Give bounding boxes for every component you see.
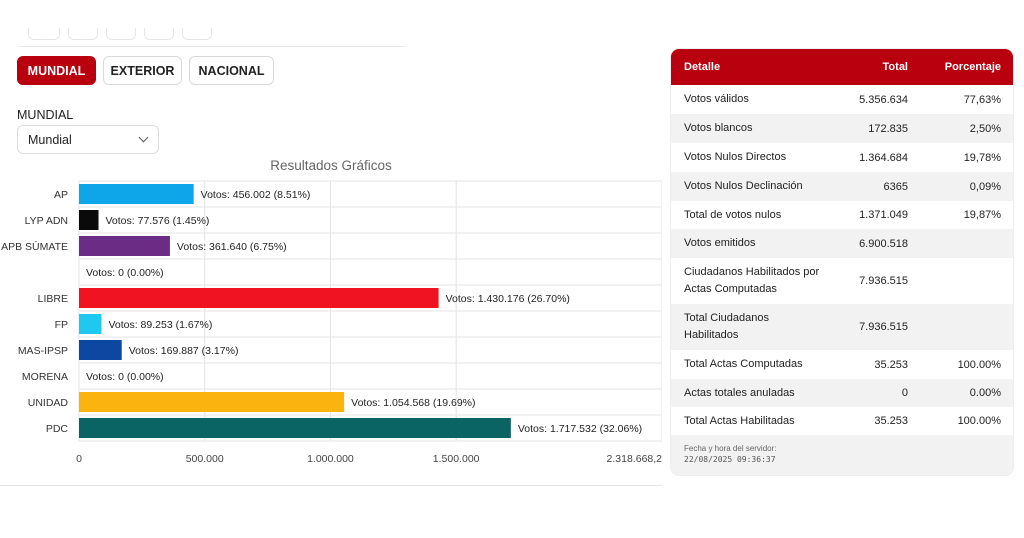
tick-label: 1.000.000	[307, 453, 354, 465]
cell-total: 5.356.634	[859, 93, 908, 106]
chevron-down-icon	[138, 132, 149, 143]
scope-select[interactable]: Mundial	[17, 125, 159, 154]
category-label: MORENA	[22, 371, 68, 383]
cell-total: 6.900.518	[859, 237, 908, 250]
table-row: Votos Nulos Declinación 6365 0,09%	[671, 172, 1013, 201]
data-label: Votos: 1.717.532 (32.06%)	[518, 423, 642, 435]
table-row: Total Ciudadanos Habilitados 7.936.515	[671, 304, 1013, 350]
bar	[79, 210, 99, 230]
category-label: FP	[55, 319, 68, 331]
header-detalle: Detalle	[684, 61, 721, 73]
cell-total: 35.253	[874, 415, 908, 427]
cell-total: 1.371.049	[859, 209, 908, 221]
cell-total: 1.364.684	[859, 151, 908, 164]
category-label: LIBRE	[38, 293, 68, 305]
top-control-fragment	[106, 28, 136, 40]
bar	[79, 392, 345, 412]
data-label: Votos: 0 (0.00%)	[86, 371, 164, 383]
bar	[79, 340, 122, 360]
cell-detalle: Actas totales anuladas	[684, 386, 795, 399]
top-control-fragment	[68, 28, 98, 40]
cell-total: 172.835	[868, 122, 908, 135]
results-detail-table: Detalle Total Porcentaje Votos válidos 5.…	[671, 49, 1013, 475]
cell-porcentaje: 19,87%	[963, 209, 1001, 221]
category-label: UNIDAD	[28, 397, 69, 409]
data-label: Votos: 77.576 (1.45%)	[106, 215, 210, 227]
table-row: Votos blancos 172.835 2,50%	[671, 114, 1013, 143]
category-label: PDC	[46, 423, 69, 435]
cell-detalle: Votos emitidos	[684, 237, 756, 249]
results-bar-chart: AP Votos: 456.002 (8.51%) LYP ADN Votos: 77…	[1, 180, 662, 465]
data-label: Votos: 0 (0.00%)	[86, 267, 164, 279]
table-header: Detalle Total Porcentaje	[671, 49, 1013, 85]
table-row: Total de votos nulos 1.371.049 19,87%	[671, 201, 1013, 229]
data-label: Votos: 456.002 (8.51%)	[201, 189, 311, 201]
cell-total: 0	[901, 387, 908, 399]
header-total: Total	[882, 61, 908, 73]
table-row: Votos Nulos Directos 1.364.684 19,78%	[671, 143, 1013, 172]
tab-nacional[interactable]: NACIONAL	[189, 56, 274, 85]
table-row: Total Actas Habilitadas 35.253 100.00%	[671, 407, 1013, 435]
bar	[79, 418, 511, 438]
cell-porcentaje: 2,50%	[969, 122, 1001, 135]
table-row: Votos emitidos 6.900.518	[671, 229, 1013, 258]
top-control-fragment	[182, 28, 212, 40]
data-label: Votos: 169.887 (3.17%)	[129, 345, 239, 357]
top-control-fragment	[28, 28, 60, 40]
table-body: Votos válidos 5.356.634 77,63% Votos blanco…	[671, 85, 1013, 435]
cell-detalle: Total de votos nulos	[684, 208, 782, 221]
tick-label: 2.318.668,2	[607, 453, 662, 465]
tab-exterior[interactable]: EXTERIOR	[103, 56, 182, 85]
header-porcentaje: Porcentaje	[944, 61, 1001, 73]
cell-detalle: Votos Nulos Directos	[684, 151, 787, 163]
server-timestamp: 22/08/2025 09:36:37	[684, 455, 776, 464]
cell-detalle: Total Ciudadanos Habilitados	[684, 312, 770, 341]
data-label: Votos: 89.253 (1.67%)	[108, 319, 212, 331]
bar	[79, 184, 194, 204]
tick-label: 1.500.000	[433, 453, 480, 465]
data-label: Votos: 1.054.568 (19.69%)	[351, 397, 475, 409]
cell-detalle: Votos blancos	[684, 122, 753, 134]
cell-detalle: Votos Nulos Declinación	[684, 180, 803, 192]
divider	[0, 485, 662, 486]
tick-label: 0	[76, 453, 82, 465]
cell-total: 7.936.515	[859, 321, 908, 333]
category-label: MAS-IPSP	[18, 345, 68, 357]
cell-porcentaje: 0.00%	[969, 387, 1001, 399]
cell-porcentaje: 77,63%	[963, 93, 1001, 106]
cell-total: 35.253	[874, 358, 908, 371]
bar	[79, 236, 170, 256]
cell-porcentaje: 100.00%	[957, 415, 1001, 427]
category-label: LYP ADN	[25, 215, 68, 227]
divider	[18, 46, 406, 47]
data-label: Votos: 361.640 (6.75%)	[177, 241, 287, 253]
cell-porcentaje: 100.00%	[957, 358, 1001, 371]
cell-detalle: Votos válidos	[684, 93, 749, 105]
cell-porcentaje: 19,78%	[963, 151, 1001, 164]
table-row: Votos válidos 5.356.634 77,63%	[671, 85, 1013, 114]
data-label: Votos: 1.430.176 (26.70%)	[446, 293, 570, 305]
table-row: Total Actas Computadas 35.253 100.00%	[671, 350, 1013, 379]
bar	[79, 314, 102, 334]
category-label: AP	[54, 189, 68, 201]
table-footer: Fecha y hora del servidor: 22/08/2025 09…	[671, 435, 1013, 475]
top-control-fragment	[144, 28, 174, 40]
tab-mundial[interactable]: MUNDIAL	[17, 56, 96, 85]
table-row: Actas totales anuladas 0 0.00%	[671, 379, 1013, 407]
cell-total: 6365	[883, 180, 908, 193]
cell-detalle: Ciudadanos Habilitados por Actas Computa…	[684, 266, 820, 295]
cell-total: 7.936.515	[859, 275, 908, 287]
bar	[79, 288, 439, 308]
scope-select-value: Mundial	[28, 132, 72, 147]
server-time-label: Fecha y hora del servidor:	[684, 444, 777, 453]
cell-detalle: Total Actas Computadas	[684, 358, 803, 370]
cell-detalle: Total Actas Habilitadas	[684, 414, 795, 427]
filter-label: MUNDIAL	[17, 108, 74, 122]
cell-porcentaje: 0,09%	[969, 180, 1001, 193]
tick-label: 500.000	[186, 453, 224, 465]
table-row: Ciudadanos Habilitados por Actas Computa…	[671, 258, 1013, 304]
category-label: APB SÚMATE	[1, 240, 68, 253]
chart-title: Resultados Gráficos	[270, 158, 392, 171]
